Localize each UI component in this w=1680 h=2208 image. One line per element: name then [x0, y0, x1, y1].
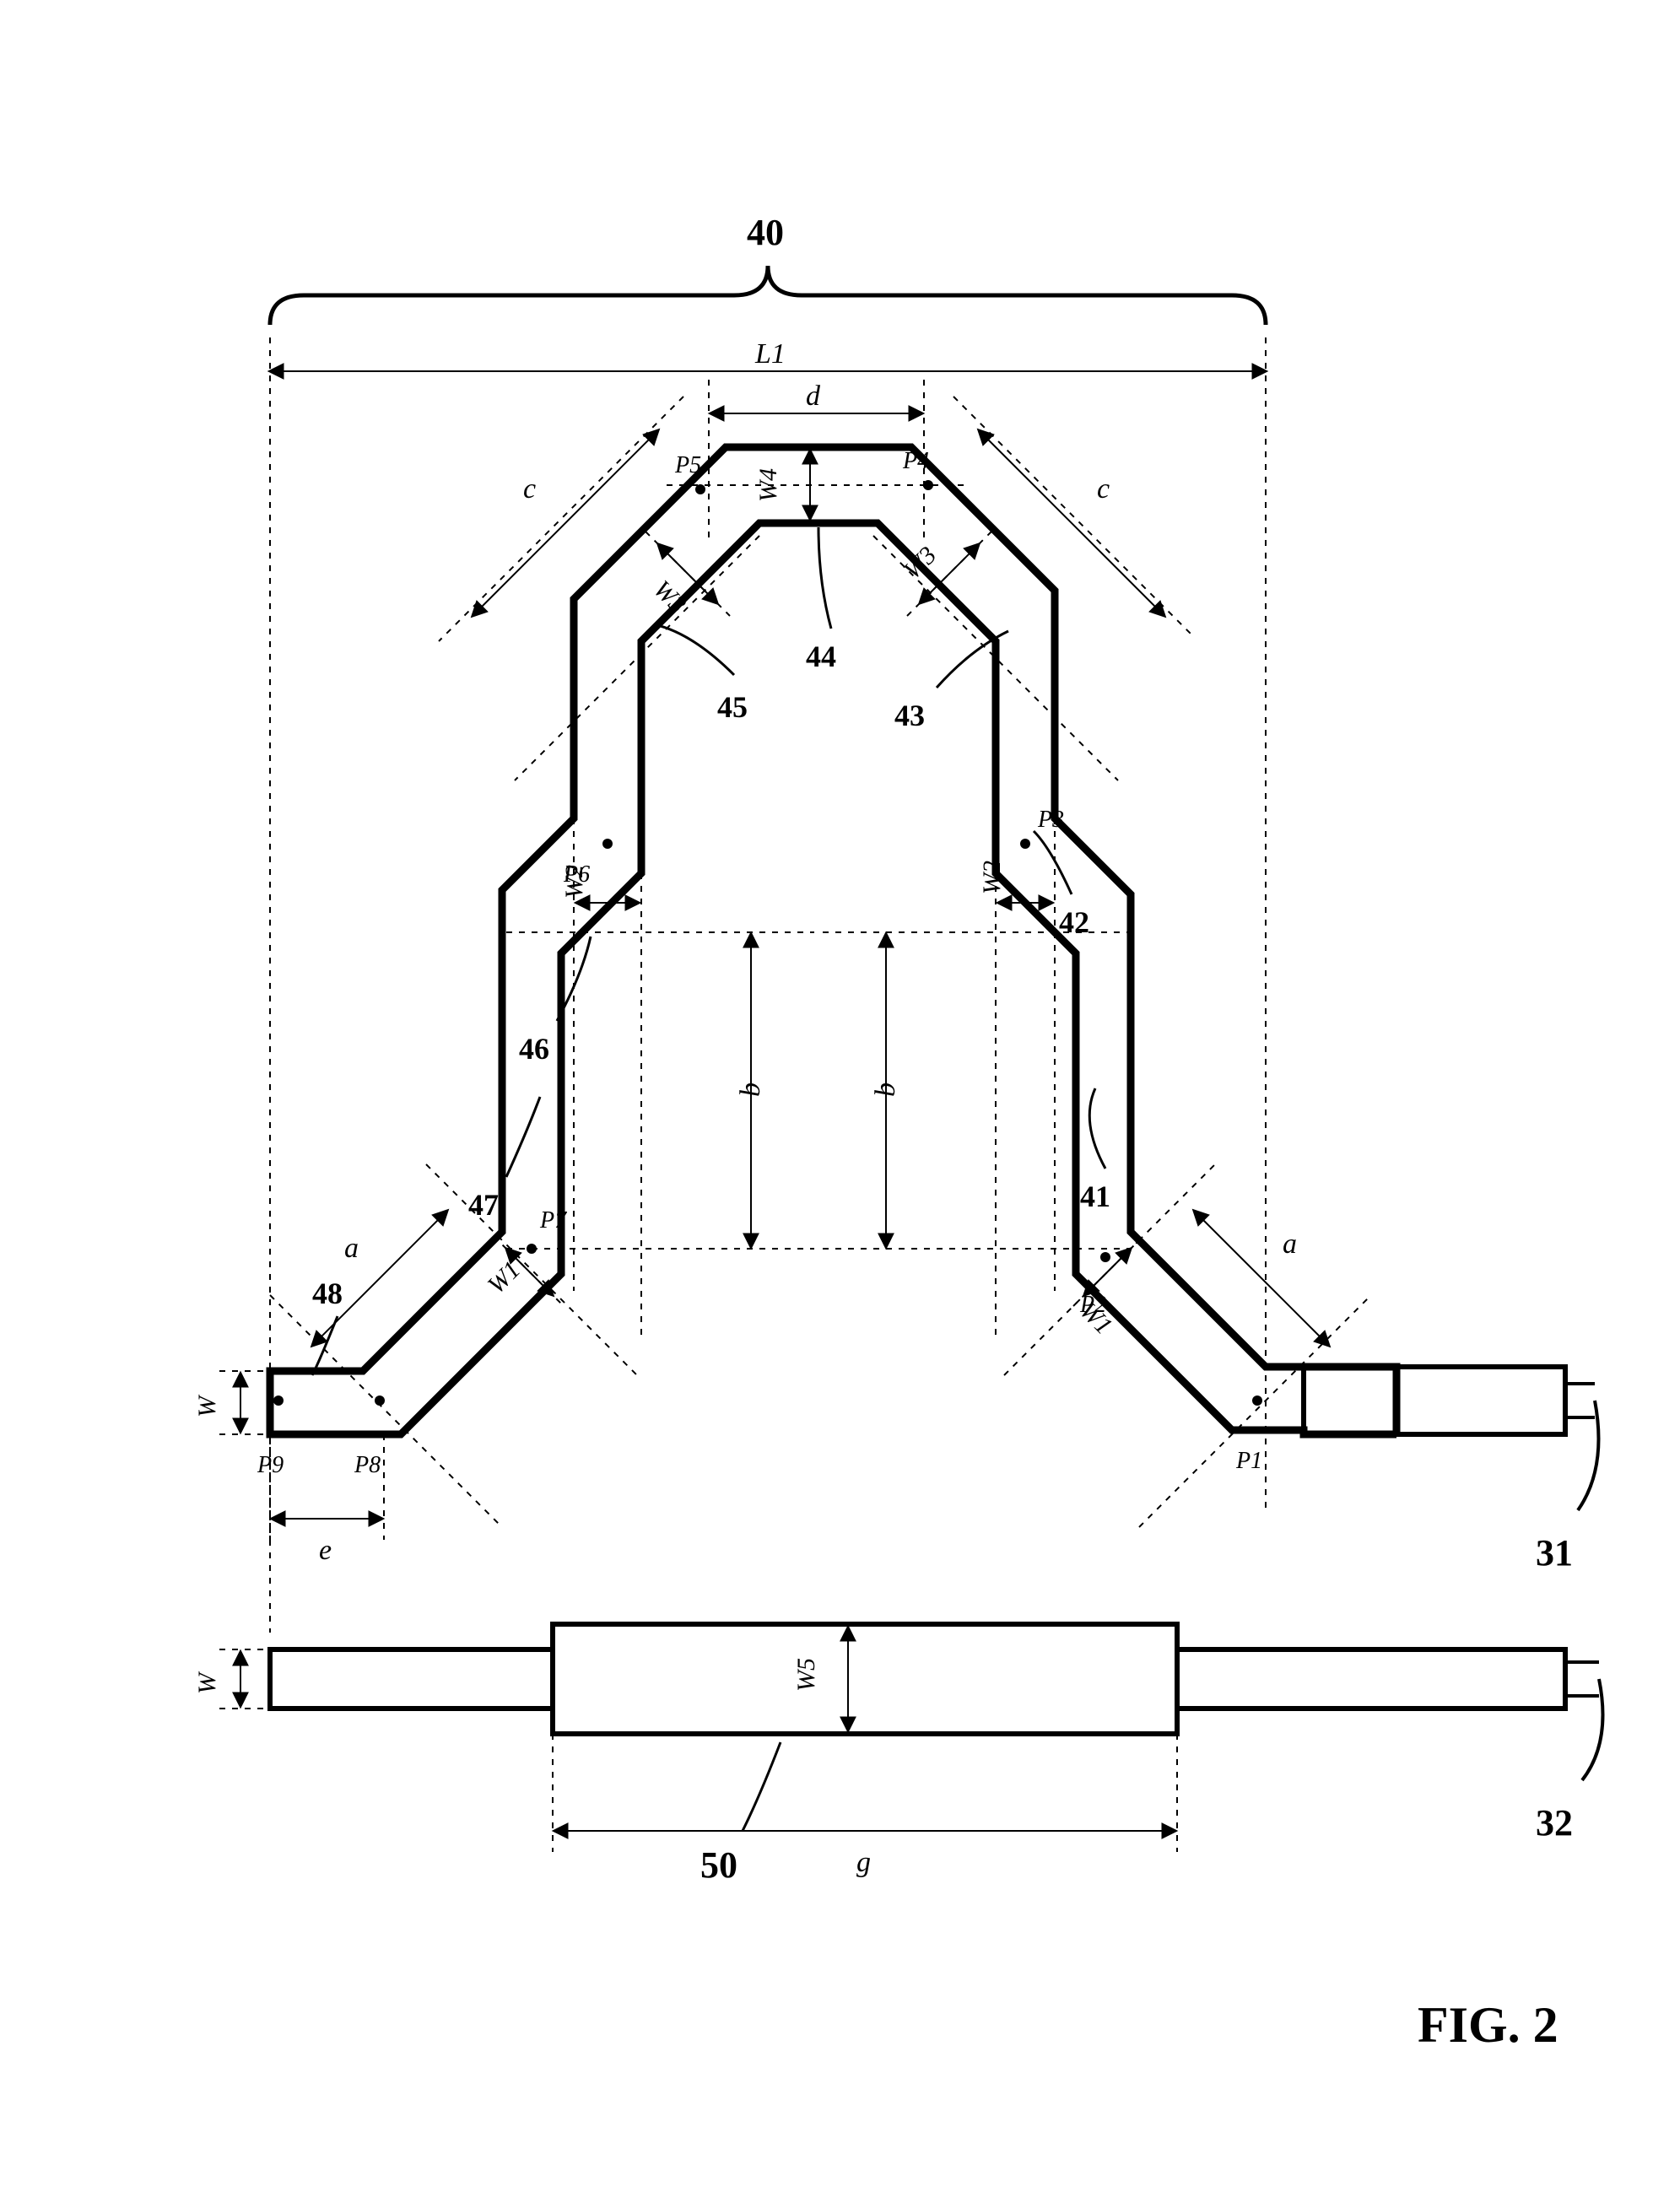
- dim-c-r: c: [1097, 473, 1110, 505]
- pt-p7: P7: [539, 1207, 567, 1234]
- figure-caption: FIG. 2: [1418, 1997, 1558, 2053]
- dim-w4: W4: [754, 468, 782, 502]
- lower-trace: [270, 1624, 1599, 1734]
- dim-w2-r: W2: [978, 861, 1006, 894]
- label-44: 44: [806, 640, 836, 673]
- label-50: 50: [700, 1844, 737, 1886]
- pt-p4: P4: [902, 448, 929, 474]
- label-48: 48: [312, 1277, 343, 1310]
- dim-a-r: a: [1283, 1228, 1297, 1260]
- pt-p1: P1: [1235, 1448, 1262, 1474]
- label-46: 46: [519, 1032, 549, 1066]
- dashes: [219, 380, 1371, 1852]
- label-42: 42: [1059, 905, 1089, 939]
- lead-32: 32: [1536, 1679, 1603, 1844]
- pt-p3: P3: [1037, 807, 1064, 833]
- brace-group: 40: [270, 212, 1266, 325]
- pt-p8: P8: [354, 1452, 381, 1478]
- dim-g: g: [856, 1847, 871, 1878]
- dim-w3-l: W3: [648, 575, 692, 619]
- brace-label: 40: [747, 212, 784, 253]
- dim-w-upper: W: [193, 1394, 221, 1417]
- label-47: 47: [468, 1188, 499, 1222]
- dim-c-l: c: [523, 473, 536, 505]
- dim-b-l: b: [735, 1082, 766, 1097]
- dim-arrows: [240, 413, 1329, 1831]
- upper-trace: [270, 447, 1595, 1434]
- label-32: 32: [1536, 1802, 1573, 1844]
- dim-w2-l: W2: [560, 865, 588, 899]
- dim-a-l: a: [344, 1233, 359, 1264]
- dim-w-lower: W: [193, 1671, 221, 1694]
- dim-b-r: b: [870, 1082, 901, 1097]
- dim-e: e: [319, 1535, 332, 1566]
- dim-w5: W5: [792, 1658, 820, 1692]
- l1-label: L1: [754, 338, 786, 370]
- pt-p5: P5: [674, 452, 701, 478]
- label-45: 45: [717, 690, 748, 724]
- label-31: 31: [1536, 1532, 1573, 1574]
- l1-span: L1: [270, 337, 1266, 1633]
- dim-d: d: [806, 381, 821, 412]
- label-41: 41: [1080, 1180, 1110, 1213]
- lead-50: 50: [700, 1742, 781, 1886]
- label-43: 43: [894, 699, 925, 732]
